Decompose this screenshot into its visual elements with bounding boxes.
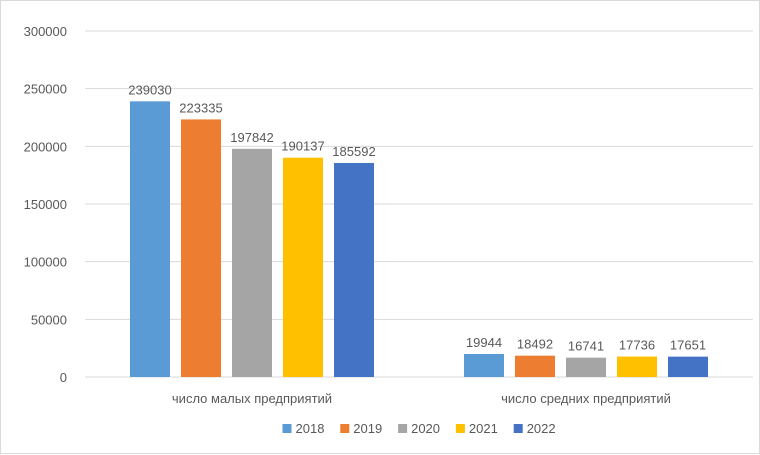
legend-swatch bbox=[340, 424, 350, 433]
legend-swatch bbox=[398, 424, 408, 433]
legend-label: 2022 bbox=[527, 421, 556, 436]
x-category-label: число малых предприятий bbox=[172, 391, 332, 406]
legend-label: 2020 bbox=[411, 421, 440, 436]
y-tick-label: 300000 bbox=[24, 24, 67, 39]
y-tick-label: 250000 bbox=[24, 82, 67, 97]
x-axis-category-labels: число малых предприятий число средних пре… bbox=[172, 391, 671, 406]
x-category-label: число средних предприятий bbox=[501, 391, 671, 406]
data-label: 17736 bbox=[619, 338, 655, 353]
legend-swatch bbox=[455, 424, 465, 433]
y-tick-label: 150000 bbox=[24, 197, 67, 212]
data-labels: 239030 223335 197842 190137 185592 19944 18492… bbox=[128, 82, 706, 353]
y-tick-label: 200000 bbox=[24, 139, 67, 154]
legend-label: 2021 bbox=[469, 421, 498, 436]
data-label: 185592 bbox=[332, 144, 375, 159]
legend-item: 2022 bbox=[513, 421, 556, 436]
data-label: 17651 bbox=[670, 338, 706, 353]
y-tick-label: 0 bbox=[60, 370, 67, 385]
legend-label: 2019 bbox=[353, 421, 382, 436]
data-label: 16741 bbox=[568, 339, 604, 354]
bar-2020-2 bbox=[566, 357, 606, 377]
legend: 2018 2019 2020 2021 2022 bbox=[282, 421, 556, 436]
data-label: 190137 bbox=[281, 139, 324, 154]
bar-2020-1 bbox=[232, 148, 272, 377]
legend-swatch bbox=[513, 424, 523, 433]
bar-2022-1 bbox=[334, 162, 374, 377]
bar-2021-2 bbox=[617, 356, 657, 377]
legend-item: 2018 bbox=[282, 421, 325, 436]
bar-2018-2 bbox=[464, 353, 504, 377]
data-label: 197842 bbox=[230, 130, 273, 145]
bars bbox=[130, 101, 708, 378]
data-label: 239030 bbox=[128, 82, 171, 97]
legend-item: 2019 bbox=[340, 421, 382, 436]
y-tick-label: 100000 bbox=[24, 255, 67, 270]
bar-2018-1 bbox=[130, 101, 170, 378]
bar-2019-2 bbox=[515, 355, 555, 377]
data-label: 19944 bbox=[466, 335, 502, 350]
legend-item: 2020 bbox=[398, 421, 440, 436]
bar-2019-1 bbox=[181, 119, 221, 378]
bar-2021-1 bbox=[283, 157, 323, 377]
legend-swatch bbox=[282, 424, 292, 433]
legend-label: 2018 bbox=[296, 421, 325, 436]
data-label: 223335 bbox=[179, 100, 222, 115]
legend-item: 2021 bbox=[455, 421, 498, 436]
y-tick-label: 50000 bbox=[31, 312, 67, 327]
bar-2022-2 bbox=[668, 356, 708, 377]
y-axis-tick-labels: 0 50000 100000 150000 200000 250000 300000 bbox=[24, 24, 67, 385]
data-label: 18492 bbox=[517, 337, 553, 352]
